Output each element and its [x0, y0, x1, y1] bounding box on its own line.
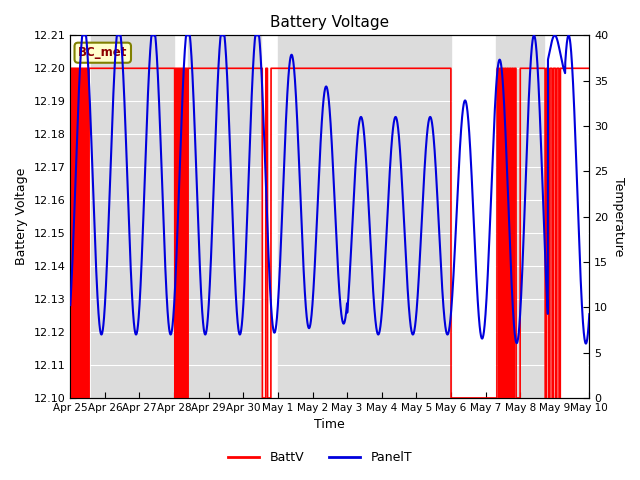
- Legend: BattV, PanelT: BattV, PanelT: [223, 446, 417, 469]
- Text: BC_met: BC_met: [78, 46, 127, 59]
- Bar: [188, 36, 260, 398]
- Y-axis label: Temperature: Temperature: [612, 177, 625, 256]
- Y-axis label: Battery Voltage: Battery Voltage: [15, 168, 28, 265]
- Bar: [91, 36, 174, 398]
- Title: Battery Voltage: Battery Voltage: [270, 15, 389, 30]
- Bar: [496, 36, 545, 398]
- X-axis label: Time: Time: [314, 419, 345, 432]
- Bar: [278, 36, 451, 398]
